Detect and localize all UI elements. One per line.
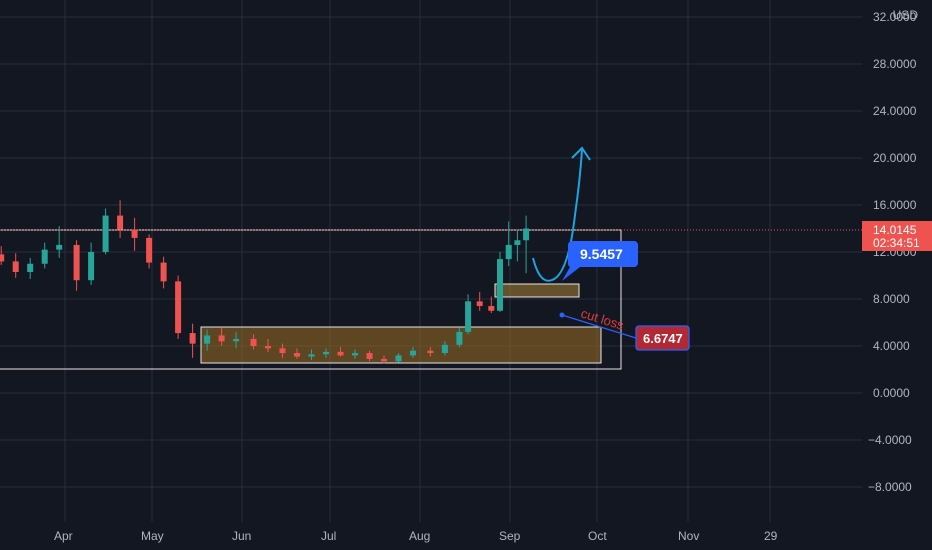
y-tick: 0.0000 <box>873 386 910 400</box>
y-tick: 8.0000 <box>873 292 910 306</box>
candle-body <box>427 350 434 354</box>
x-tick: Jun <box>232 529 251 543</box>
candle-body <box>41 249 48 264</box>
candle-body <box>146 237 153 263</box>
candle-body <box>465 301 472 332</box>
x-tick: Oct <box>588 529 607 543</box>
last-price-tag[interactable]: 14.0145 02:34:51 <box>862 221 932 251</box>
candle-body <box>294 353 300 357</box>
x-tick: Sep <box>499 529 521 543</box>
candle-body <box>204 335 211 344</box>
candle-body <box>265 346 271 349</box>
time-axis[interactable]: Apr May Jun Jul Aug Sep Oct Nov 29 <box>54 529 778 543</box>
projection-arrow-icon <box>571 146 591 161</box>
y-tick: 32.0000 <box>873 10 917 24</box>
candle-body <box>88 252 95 281</box>
target-value: 9.5457 <box>580 246 623 262</box>
grid-horizontal <box>0 16 862 488</box>
candle-body <box>175 281 182 334</box>
candle-body <box>189 333 196 344</box>
candle-body <box>308 354 315 357</box>
candle-body <box>366 353 373 359</box>
y-tick: 4.0000 <box>873 339 910 353</box>
stop-value: 6.6747 <box>643 331 683 346</box>
projection-curve <box>532 149 583 282</box>
x-tick: Nov <box>678 529 699 543</box>
candle-body <box>352 353 358 356</box>
candle-body <box>12 261 19 272</box>
candle-body <box>523 228 530 241</box>
y-tick: 16.0000 <box>873 198 917 212</box>
candle-body <box>279 348 286 354</box>
candle-body <box>250 338 257 346</box>
candle-body <box>73 244 80 281</box>
candle-body <box>410 350 416 356</box>
candle-body <box>488 306 495 311</box>
price-axis[interactable]: 32.0000 28.0000 24.0000 20.0000 16.0000 … <box>868 10 917 494</box>
candle-body <box>131 229 138 238</box>
candle-body <box>27 263 34 272</box>
target-callout[interactable]: 9.5457 <box>562 241 638 281</box>
cut-loss-connector <box>561 314 637 339</box>
x-tick: Jul <box>321 529 336 543</box>
grid-vertical <box>64 0 771 522</box>
candle-body <box>505 244 512 260</box>
candle-body <box>514 240 521 245</box>
candle-body <box>160 262 167 282</box>
candle-body <box>456 331 463 345</box>
candle-body <box>337 351 344 356</box>
currency-label[interactable]: USD <box>892 8 918 22</box>
candle-body <box>56 244 63 250</box>
candle-body <box>233 338 240 342</box>
x-tick: 29 <box>764 529 778 543</box>
entry-zone[interactable] <box>494 283 580 298</box>
last-price-value: 14.0145 <box>873 223 917 237</box>
candle-body <box>497 259 503 311</box>
x-tick: Apr <box>54 529 73 543</box>
y-tick: −8.0000 <box>868 480 912 494</box>
candles <box>0 200 530 364</box>
candle-body <box>102 215 109 252</box>
y-tick: 24.0000 <box>873 104 917 118</box>
y-tick: 28.0000 <box>873 57 917 71</box>
y-tick: −4.0000 <box>868 433 912 447</box>
candle-body <box>381 358 387 362</box>
candle-body <box>441 344 448 354</box>
countdown-timer: 02:34:51 <box>873 236 920 250</box>
x-tick: May <box>141 529 164 543</box>
stop-box <box>635 325 690 351</box>
x-tick: Aug <box>409 529 430 543</box>
candle-body <box>218 335 225 342</box>
y-tick: 20.0000 <box>873 151 917 165</box>
candle-body <box>395 355 402 362</box>
candle-body <box>476 301 483 307</box>
candle-body <box>0 254 5 262</box>
candle-body <box>117 215 124 230</box>
candle-body <box>323 351 329 355</box>
